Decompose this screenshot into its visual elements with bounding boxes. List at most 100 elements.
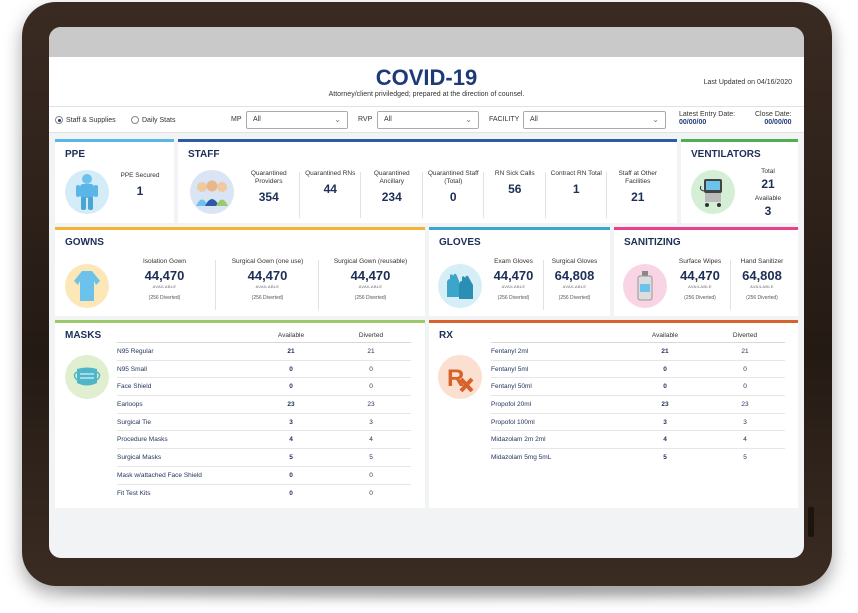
item-diverted: 0 [743, 365, 747, 373]
item-name: Fentanyl 2ml [491, 347, 529, 355]
item-diverted: 0 [369, 471, 373, 479]
item-available: 5 [289, 453, 293, 461]
chevron-down-icon: ⌄ [652, 115, 659, 124]
item-diverted: 23 [741, 400, 749, 408]
item-available: 21 [661, 347, 669, 355]
item-available: 0 [289, 383, 293, 391]
gowns-stat: Surgical Gown (one use) 44,470 AVAILABLE (2… [218, 258, 317, 301]
staff-group-icon [190, 170, 234, 214]
side-button [808, 507, 814, 537]
divider [318, 260, 319, 310]
divider [298, 172, 300, 218]
radio-unselected-icon [131, 116, 139, 124]
top-bar [49, 27, 804, 57]
table-row: Fentanyl 2ml 21 21 [491, 343, 785, 361]
item-available: 23 [661, 400, 669, 408]
stat-available-label: AVAILABLE [562, 284, 587, 289]
gowns-stat: Surgical Gown (reusable) 44,470 AVAILABLE (… [321, 258, 420, 301]
table-row: Procedure Masks 4 4 [117, 431, 411, 450]
item-diverted: 4 [369, 436, 373, 444]
stat-diverted: (256 Diverted) [148, 295, 181, 301]
item-diverted: 0 [743, 383, 747, 391]
staff-metric: Quarantined Staff (Total) 0 [425, 170, 483, 204]
item-name: N95 Regular [117, 347, 154, 355]
item-name: Midazolam 2m 2ml [491, 436, 546, 444]
stat-diverted: (256 Diverted) [251, 295, 284, 301]
stat-value: 44,470 [350, 268, 391, 283]
table-row: Surgical Masks 5 5 [117, 449, 411, 467]
item-name: N95 Small [117, 365, 147, 373]
masks-title: MASKS [65, 330, 102, 341]
item-available: 4 [289, 436, 293, 444]
item-available: 21 [287, 347, 295, 355]
table-row: Midazolam 5mg 5mL 5 5 [491, 449, 785, 467]
stat-diverted: (256 Diverted) [746, 295, 778, 301]
item-name: Mask w/attached Face Shield [117, 471, 202, 479]
item-name: Earloops [117, 400, 143, 408]
metric-label: Total [761, 168, 775, 175]
sanitizing-stat: Hand Sanitizer 64,808 AVAILABLE (256 Divert… [733, 258, 791, 301]
mp-value: All [253, 116, 261, 123]
screen: COVID-19 Attorney/client priviledged; pr… [49, 27, 804, 558]
rx-icon: R [438, 355, 482, 399]
item-available: 0 [663, 365, 667, 373]
radio-staff-supplies[interactable]: Staff & Supplies [55, 116, 116, 124]
stat-available-label: AVAILABLE [750, 284, 774, 289]
staff-metric: RN Sick Calls 56 [486, 170, 544, 196]
item-name: Procedure Masks [117, 436, 168, 444]
sanitizing-card: SANITIZING Surface Wipes 44,470 AVAILABLE(… [614, 227, 798, 316]
staff-card: STAFF Quarantined Providers 354 Quarantine… [178, 139, 677, 223]
staff-metric: Quarantined Providers 354 [240, 170, 298, 204]
gloves-icon [438, 264, 482, 308]
masks-card: MASKS Available Diverted N95 Regular 21 21… [55, 320, 425, 508]
rx-table: Available Diverted Fentanyl 2ml 21 21 Fenta… [491, 329, 785, 467]
divider [544, 172, 546, 218]
metric-value: 3 [764, 204, 772, 218]
metric-label: Quarantined Ancillary [373, 170, 410, 185]
rx-rows: Fentanyl 2ml 21 21 Fentanyl 5ml 0 0 Fentanyl 5… [491, 343, 785, 467]
ppe-title: PPE [65, 149, 86, 160]
metric-value: 56 [508, 182, 522, 196]
radio-daily-stats[interactable]: Daily Stats [131, 116, 175, 124]
facility-select[interactable]: All ⌄ [523, 111, 666, 129]
staff-metric: Quarantined Ancillary 234 [363, 170, 421, 204]
metric-value: 1 [572, 182, 580, 196]
item-available: 0 [663, 383, 667, 391]
table-row: Fentanyl 50ml 0 0 [491, 378, 785, 397]
divider [543, 260, 544, 310]
table-row: Propofol 100ml 3 3 [491, 414, 785, 432]
stat-available-label: AVAILABLE [152, 284, 177, 289]
table-header: Available Diverted [117, 329, 411, 343]
mp-select[interactable]: All ⌄ [246, 111, 348, 129]
item-name: Fentanyl 5ml [491, 365, 529, 373]
rvp-select[interactable]: All ⌄ [377, 111, 479, 129]
filter-bar: Staff & Supplies Daily Stats MP All ⌄ RV… [49, 106, 804, 133]
divider [606, 172, 607, 218]
gowns-stat: Isolation Gown 44,470 AVAILABLE (256 Divert… [115, 258, 214, 301]
masks-table: Available Diverted N95 Regular 21 21 N95 Sm… [117, 329, 411, 502]
ppe-secured-metric: PPE Secured 1 [115, 172, 165, 198]
divider [483, 172, 484, 218]
gloves-title: GLOVES [439, 237, 481, 248]
item-diverted: 0 [369, 365, 373, 373]
mp-label: MP [231, 116, 242, 123]
item-available: 5 [663, 454, 667, 462]
stat-available-label: AVAILABLE [501, 284, 526, 289]
stat-label: Surgical Gloves [551, 258, 598, 265]
device-shadow [60, 584, 800, 598]
radio-selected-icon [55, 116, 63, 124]
chevron-down-icon: ⌄ [465, 115, 472, 124]
metric-label: Quarantined Staff (Total) [427, 170, 479, 185]
sanitizing-stat: Surface Wipes 44,470 AVAILABLE (256 Diverte… [671, 258, 729, 301]
rvp-label: RVP [358, 116, 373, 123]
item-name: Propofol 100ml [491, 418, 535, 426]
divider [215, 260, 216, 310]
table-row: Fentanyl 5ml 0 0 [491, 361, 785, 379]
stat-value: 44,470 [247, 268, 288, 283]
item-available: 3 [289, 418, 293, 426]
gowns-title: GOWNS [65, 237, 104, 248]
metric-value: 21 [761, 177, 775, 191]
table-row: Propofol 20ml 23 23 [491, 396, 785, 414]
item-available: 0 [289, 471, 293, 479]
rx-title: RX [439, 330, 453, 341]
